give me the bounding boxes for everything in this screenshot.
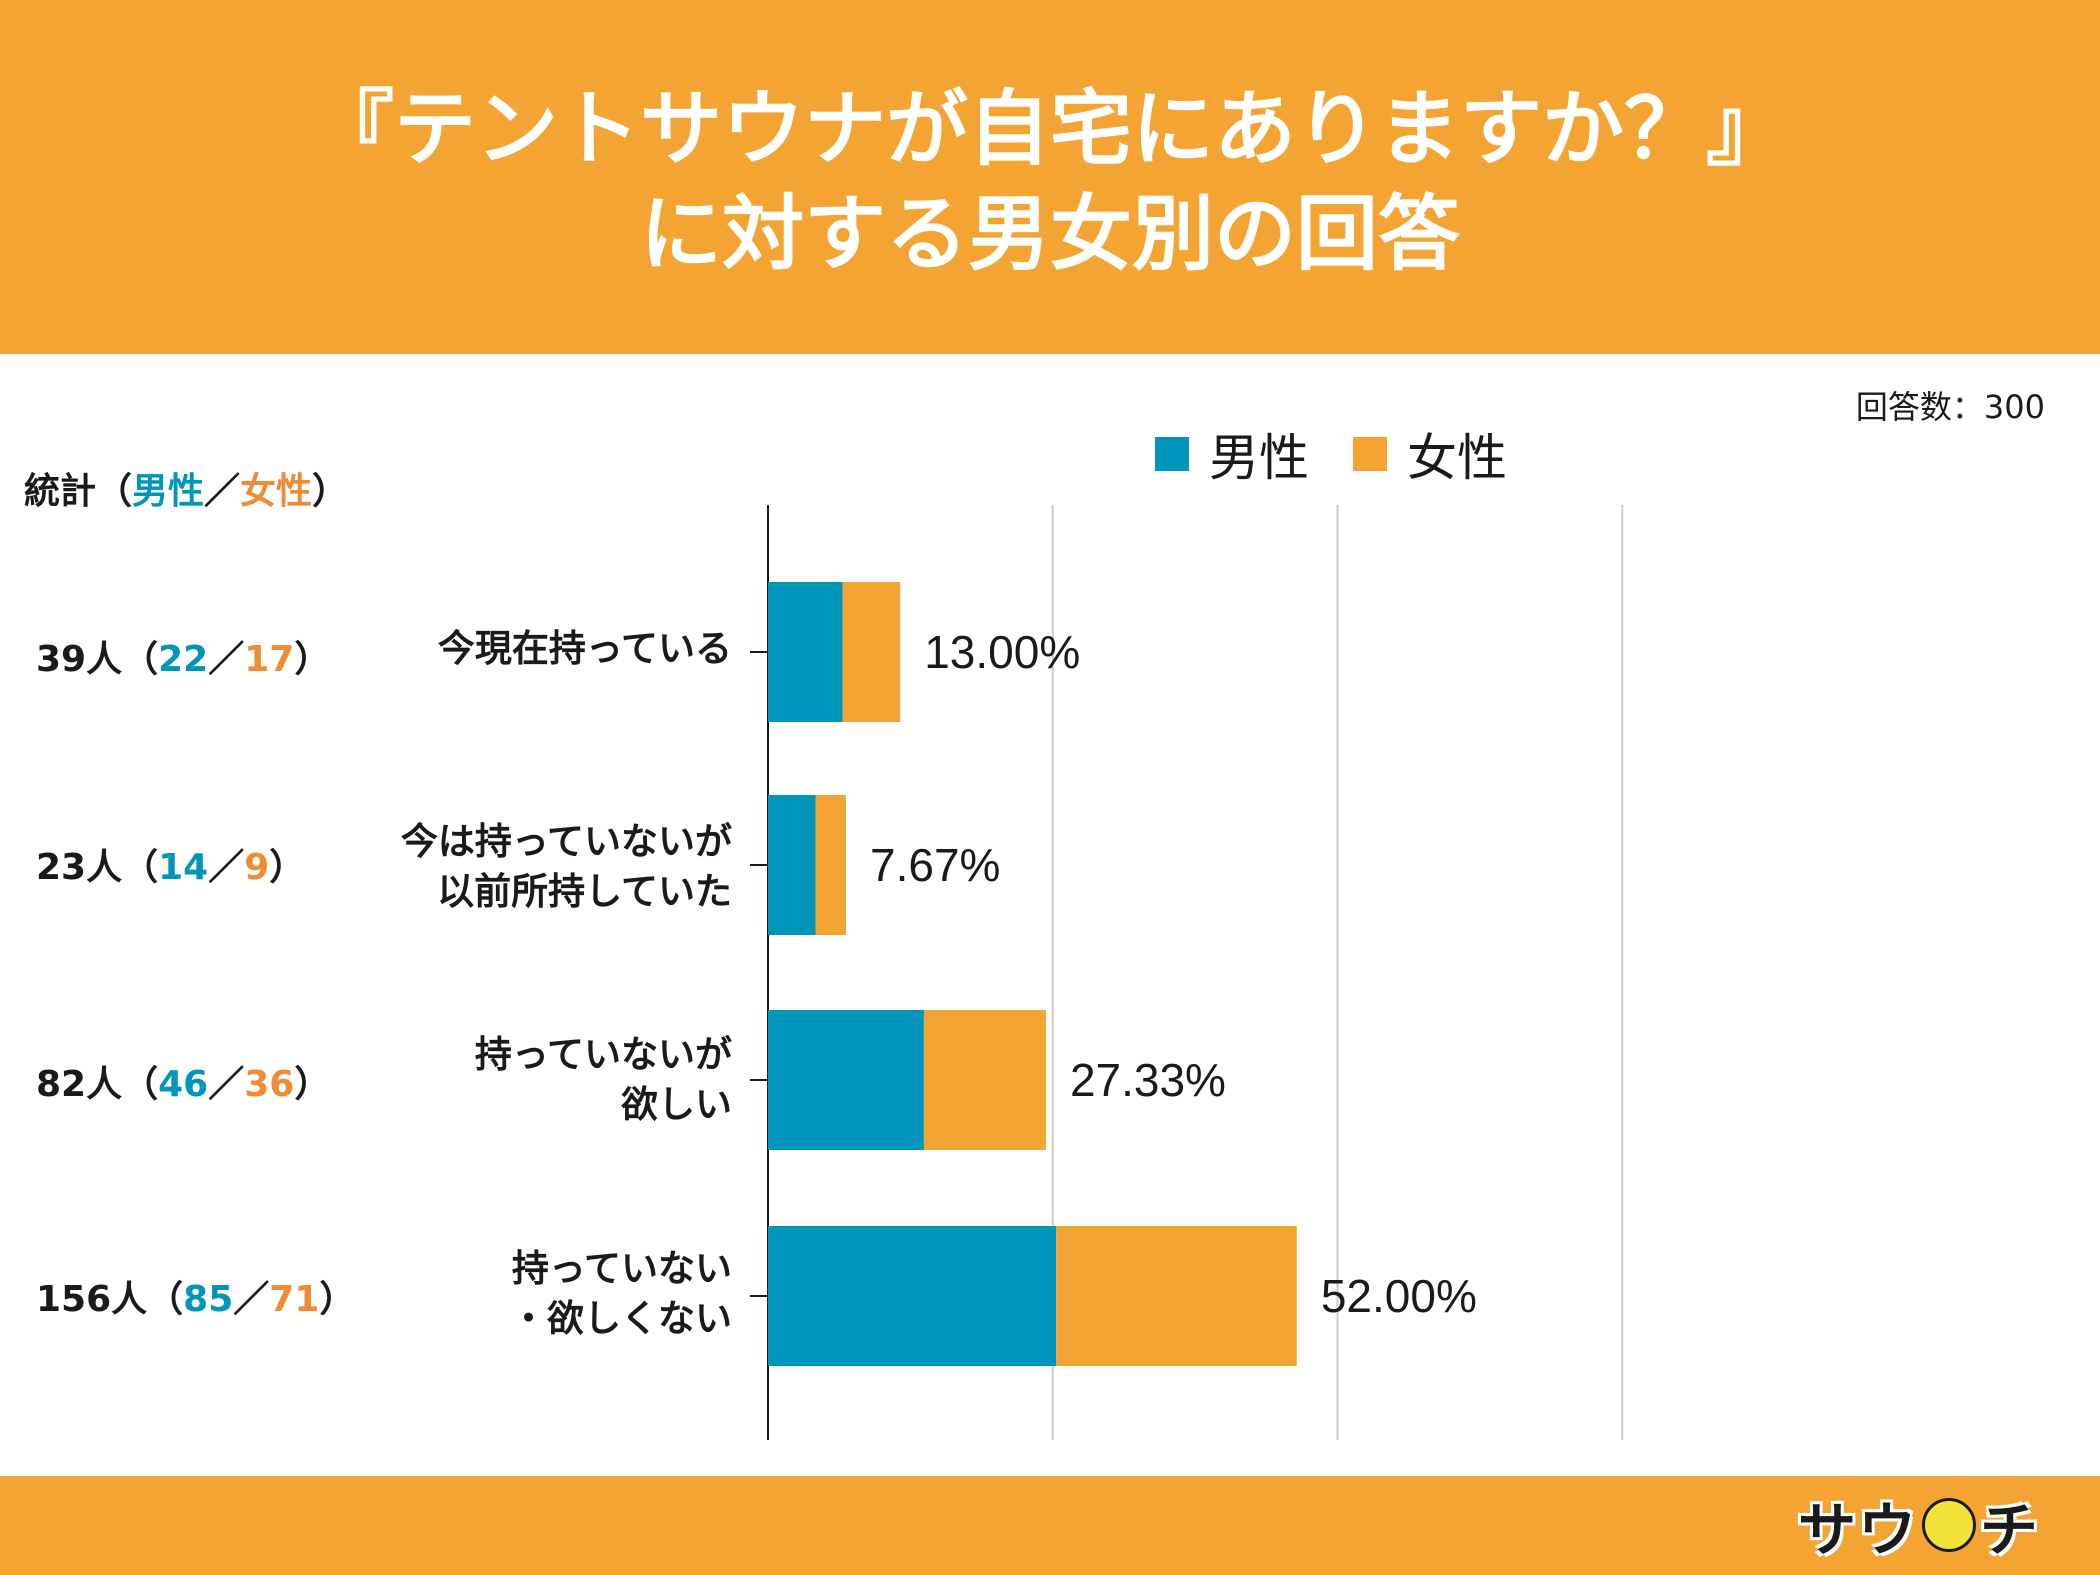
stat-total: 39人（ (36, 639, 159, 680)
stat-sep: ／ (208, 1064, 245, 1105)
stat-row: 39人（22／17） (36, 630, 330, 682)
category-label: 今は持っていないが 以前所持していた (401, 817, 732, 917)
title-banner: 『テントサウナが自宅にありますか？』 に対する男女別の回答 (0, 0, 2100, 354)
legend-item-male: 男性 (1155, 418, 1309, 490)
stat-male: 85 (183, 1279, 234, 1320)
stat-female: 17 (244, 639, 295, 680)
stat-male: 46 (158, 1064, 209, 1105)
category-label-line: 今は持っていないが (400, 820, 732, 863)
chart-title-line2: に対する男女別の回答 (639, 187, 1460, 282)
bar-female (842, 582, 901, 722)
stat-row: 156人（85／71） (36, 1270, 355, 1322)
stat-male: 14 (158, 847, 209, 888)
bar-male (768, 1010, 924, 1150)
legend-label-male: 男性 (1209, 429, 1309, 487)
stat-row: 82人（46／36） (36, 1055, 330, 1107)
category-label-line: 以前所持していた (437, 870, 732, 913)
stat-total: 156人（ (36, 1279, 184, 1320)
data-label: 52.00% (1321, 1270, 1477, 1322)
stats-header-sep: ／ (204, 471, 241, 512)
stat-close: ） (294, 639, 331, 680)
data-label: 7.67% (870, 839, 1000, 891)
legend-swatch-male (1155, 437, 1189, 471)
stat-total: 23人（ (36, 847, 159, 888)
stats-header-label: 統計（ (24, 471, 133, 512)
respondent-count: 回答数：300 (1855, 388, 2045, 426)
category-label: 持っていないが 欲しい (475, 1030, 732, 1130)
stat-male: 22 (158, 639, 209, 680)
bar-male (768, 1226, 1057, 1366)
legend: 男性 女性 (1155, 418, 1551, 490)
stats-header-male: 男性 (132, 471, 205, 512)
logo-face-icon (1921, 1498, 1976, 1552)
stat-female: 71 (269, 1279, 320, 1320)
footer-banner (0, 1476, 2100, 1575)
stat-row: 23人（14／9） (36, 838, 305, 890)
stat-close: ） (269, 847, 306, 888)
stat-female: 36 (244, 1064, 295, 1105)
chart-title-line1: 『テントサウナが自宅にありますか？』 (311, 82, 1788, 177)
category-label-line: 欲しい (621, 1083, 732, 1126)
category-label: 今現在持っている (438, 624, 732, 674)
bar-female (1056, 1226, 1297, 1366)
stat-close: ） (294, 1064, 331, 1105)
legend-label-female: 女性 (1407, 429, 1507, 487)
stat-sep: ／ (233, 1279, 270, 1320)
bar-female (815, 795, 847, 935)
stats-header-female: 女性 (240, 471, 313, 512)
stat-close: ） (319, 1279, 356, 1320)
stats-header: 統計（男性／女性） (24, 462, 348, 514)
logo-text-left: サウ (1797, 1496, 1918, 1564)
stat-female: 9 (244, 847, 270, 888)
stat-sep: ／ (208, 847, 245, 888)
category-label-line: 持っていないが (474, 1033, 732, 1076)
category-label-line: 今現在持っている (437, 627, 732, 670)
category-label: 持っていない ・欲しくない (510, 1244, 732, 1344)
logo-text-right: チ (1979, 1496, 2040, 1564)
bar-male (768, 582, 843, 722)
stat-total: 82人（ (36, 1064, 159, 1105)
data-label: 27.33% (1070, 1054, 1226, 1106)
category-label-line: 持っていない (511, 1247, 732, 1290)
saunatch-logo: サウ チ (1798, 1490, 2040, 1564)
data-label: 13.00% (924, 626, 1080, 678)
legend-swatch-female (1353, 437, 1387, 471)
stat-sep: ／ (208, 639, 245, 680)
stats-header-close: ） (312, 471, 349, 512)
category-label-line: ・欲しくない (510, 1297, 732, 1340)
bar-female (923, 1010, 1046, 1150)
bar-male (768, 795, 816, 935)
legend-item-female: 女性 (1353, 418, 1507, 490)
